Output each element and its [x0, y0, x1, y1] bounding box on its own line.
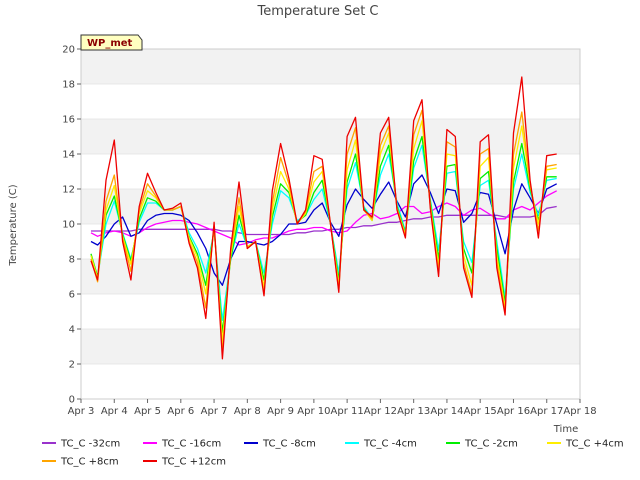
grid-band [81, 49, 580, 84]
x-tick-label: Apr 8 [234, 406, 261, 417]
x-tick-label: Apr 3 [68, 406, 95, 417]
x-tick-label: Apr 13 [397, 406, 430, 417]
legend-label: TC_C -16cm [161, 439, 221, 450]
badge-label: WP_met [87, 38, 133, 49]
badge-box [80, 34, 143, 51]
x-tick-label: Apr 16 [497, 406, 530, 417]
y-tick-label: 4 [69, 325, 75, 336]
series-line [90, 76, 557, 360]
grid-band [81, 329, 580, 364]
y-axis-label: Temperature (C) [8, 184, 19, 266]
legend-label: TC_C -32cm [60, 439, 120, 450]
grid-band [81, 364, 580, 399]
x-tick-label: Apr 6 [167, 406, 194, 417]
grid-band [81, 294, 580, 329]
x-tick-label: Apr 4 [101, 406, 128, 417]
y-tick-label: 10 [62, 220, 75, 231]
badge: WP_met [80, 34, 143, 51]
grid-band [81, 154, 580, 189]
legend: TC_C -32cm TC_C -16cm TC_C -8cm TC_C -4cm TC… [42, 439, 624, 468]
x-tick-label: Apr 12 [364, 406, 397, 417]
y-tick-label: 20 [62, 45, 75, 56]
x-tick-label: Apr 5 [134, 406, 161, 417]
y-tick-label: 16 [62, 115, 75, 126]
y-tick-label: 14 [62, 150, 75, 161]
legend-label: TC_C -8cm [262, 439, 316, 450]
y-axis-ticks: 0 2 4 6 8 10 12 14 16 18 20 [62, 45, 81, 406]
y-tick-label: 18 [62, 80, 75, 91]
x-tick-label: Apr 10 [297, 406, 330, 417]
y-tick-label: 0 [69, 395, 75, 406]
grid-band [81, 119, 580, 154]
x-tick-label: Apr 14 [430, 406, 463, 417]
x-tick-label: Apr 17 [530, 406, 563, 417]
x-axis-label: Time [553, 424, 578, 435]
x-axis-ticks: Apr 3 Apr 4 Apr 5 Apr 6 Apr 7 Apr 8 Apr 9 Apr 1… [68, 399, 597, 417]
series-lines [90, 76, 557, 360]
y-tick-label: 12 [62, 185, 75, 196]
x-tick-label: Apr 7 [201, 406, 228, 417]
legend-label: TC_C +8cm [60, 457, 119, 468]
x-tick-label: Apr 18 [563, 406, 596, 417]
x-tick-label: Apr 9 [267, 406, 294, 417]
legend-label: TC_C +12cm [161, 457, 226, 468]
chart-title: Temperature Set C [256, 4, 378, 19]
legend-label: TC_C -2cm [464, 439, 518, 450]
legend-label: TC_C +4cm [565, 439, 624, 450]
y-tick-label: 8 [69, 255, 75, 266]
y-tick-label: 6 [69, 290, 75, 301]
x-tick-label: Apr 11 [331, 406, 364, 417]
legend-label: TC_C -4cm [363, 439, 417, 450]
x-tick-label: Apr 15 [464, 406, 497, 417]
grid-band [81, 84, 580, 119]
y-tick-label: 2 [69, 360, 75, 371]
